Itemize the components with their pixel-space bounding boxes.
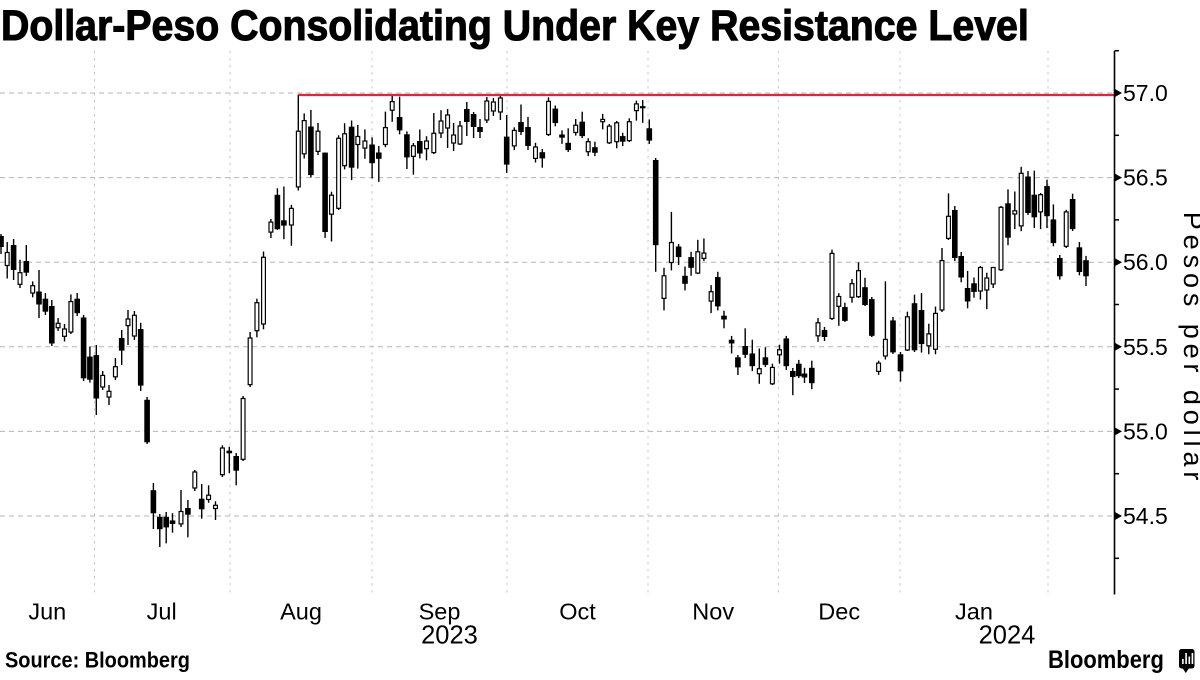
svg-text:2024: 2024 xyxy=(979,622,1036,650)
svg-text:Nov: Nov xyxy=(692,599,734,625)
svg-text:56.5: 56.5 xyxy=(1123,165,1168,191)
svg-text:55.0: 55.0 xyxy=(1123,418,1168,444)
svg-text:2023: 2023 xyxy=(421,622,478,650)
svg-text:Sep: Sep xyxy=(419,599,461,625)
svg-text:57.0: 57.0 xyxy=(1123,80,1168,106)
svg-text:Source: Bloomberg: Source: Bloomberg xyxy=(5,649,190,673)
svg-text:Oct: Oct xyxy=(559,599,596,625)
svg-text:Pesos per dollar: Pesos per dollar xyxy=(1178,212,1200,486)
svg-text:Jan: Jan xyxy=(955,599,993,625)
svg-text:Bloomberg: Bloomberg xyxy=(1048,646,1164,674)
svg-text:54.5: 54.5 xyxy=(1123,503,1168,529)
svg-text:Jun: Jun xyxy=(28,599,66,625)
svg-text:Jul: Jul xyxy=(147,599,177,625)
svg-text:56.0: 56.0 xyxy=(1123,249,1168,275)
svg-text:55.5: 55.5 xyxy=(1123,334,1168,360)
svg-text:Aug: Aug xyxy=(280,599,322,625)
svg-text:Dec: Dec xyxy=(818,599,860,625)
svg-text:Dollar-Peso Consolidating Unde: Dollar-Peso Consolidating Under Key Resi… xyxy=(1,1,1029,49)
